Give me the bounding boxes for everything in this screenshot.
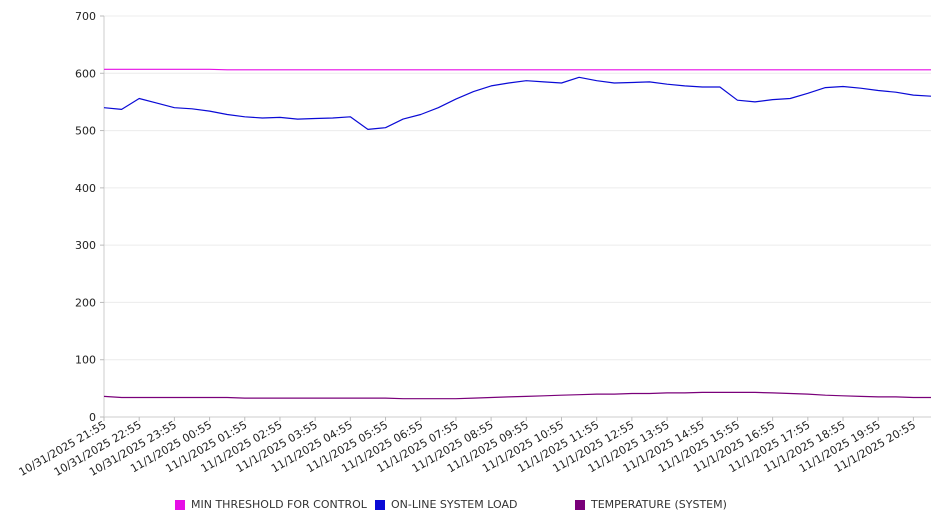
legend-label: ON-LINE SYSTEM LOAD [391, 498, 518, 511]
legend-swatch [375, 499, 385, 510]
legend: MIN THRESHOLD FOR CONTROL ON-LINE SYSTEM… [0, 498, 946, 518]
series-line-0 [104, 68, 931, 71]
legend-item-min-threshold[interactable]: MIN THRESHOLD FOR CONTROL [175, 498, 367, 511]
legend-label: TEMPERATURE (SYSTEM) [591, 498, 727, 511]
series-lines [103, 68, 932, 400]
y-tick-label: 400 [75, 182, 96, 195]
series-line-2 [103, 391, 931, 400]
y-axis-ticks: 0 100 200 300 400 500 600 700 [75, 10, 104, 424]
y-tick-label: 100 [75, 354, 96, 367]
y-tick-label: 500 [75, 125, 96, 138]
legend-label: MIN THRESHOLD FOR CONTROL [191, 498, 367, 511]
y-tick-label: 700 [75, 10, 96, 23]
y-tick-label: 600 [75, 67, 96, 80]
gridlines [104, 15, 931, 361]
y-tick-label: 0 [89, 411, 96, 424]
legend-item-temperature[interactable]: TEMPERATURE (SYSTEM) [575, 498, 727, 511]
series-line-1 [103, 76, 932, 130]
axes [103, 16, 931, 418]
y-tick-label: 200 [75, 296, 96, 309]
legend-swatch [175, 499, 185, 510]
legend-item-online-system-load[interactable]: ON-LINE SYSTEM LOAD [375, 498, 517, 511]
y-tick-label: 300 [75, 239, 96, 252]
legend-swatch [575, 499, 585, 510]
